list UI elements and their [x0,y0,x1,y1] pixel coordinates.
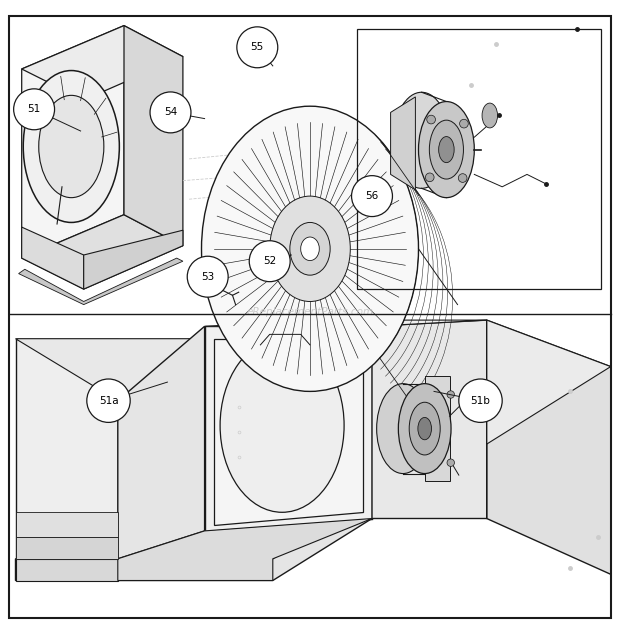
Circle shape [447,459,454,467]
Ellipse shape [220,339,344,512]
Circle shape [14,89,55,130]
Circle shape [458,174,467,183]
Text: 51: 51 [27,105,41,114]
Circle shape [459,119,468,128]
Polygon shape [84,230,183,289]
Polygon shape [16,497,372,581]
Polygon shape [118,327,205,559]
Ellipse shape [409,402,440,455]
Text: 51a: 51a [99,396,118,406]
Polygon shape [124,25,183,246]
Text: 54: 54 [164,107,177,117]
Polygon shape [372,320,611,444]
Ellipse shape [270,196,350,302]
Polygon shape [205,327,372,531]
Polygon shape [372,320,487,519]
Ellipse shape [439,136,454,162]
Polygon shape [205,320,487,327]
Polygon shape [260,320,322,339]
Ellipse shape [399,384,451,474]
Text: 53: 53 [201,272,215,281]
Polygon shape [391,97,415,190]
Polygon shape [425,376,450,481]
Polygon shape [22,25,124,258]
Ellipse shape [202,107,418,391]
Text: 56: 56 [365,191,379,201]
Circle shape [87,379,130,422]
Polygon shape [487,320,611,574]
Ellipse shape [24,70,120,223]
Text: 55: 55 [250,42,264,52]
Polygon shape [22,215,183,289]
Circle shape [237,27,278,68]
Polygon shape [214,339,363,525]
Ellipse shape [301,237,319,261]
Ellipse shape [376,384,429,474]
Polygon shape [22,25,183,100]
Polygon shape [16,339,372,401]
Polygon shape [16,559,118,581]
Circle shape [187,256,228,297]
Ellipse shape [290,223,330,275]
Ellipse shape [38,95,104,198]
Ellipse shape [394,93,450,188]
Polygon shape [16,339,118,559]
Polygon shape [16,512,118,537]
Circle shape [427,115,435,124]
Text: 52: 52 [263,256,277,266]
Circle shape [249,241,290,281]
Text: eReplacementParts.com: eReplacementParts.com [246,307,374,317]
Ellipse shape [429,120,464,179]
Polygon shape [118,519,372,581]
Circle shape [352,176,392,217]
Polygon shape [22,227,84,289]
Circle shape [459,379,502,422]
Circle shape [425,173,434,182]
Ellipse shape [418,417,432,440]
Ellipse shape [418,101,474,198]
Circle shape [447,391,454,398]
Ellipse shape [482,103,497,128]
Polygon shape [19,258,183,304]
Polygon shape [16,537,118,559]
Circle shape [150,92,191,133]
Text: 51b: 51b [471,396,490,406]
